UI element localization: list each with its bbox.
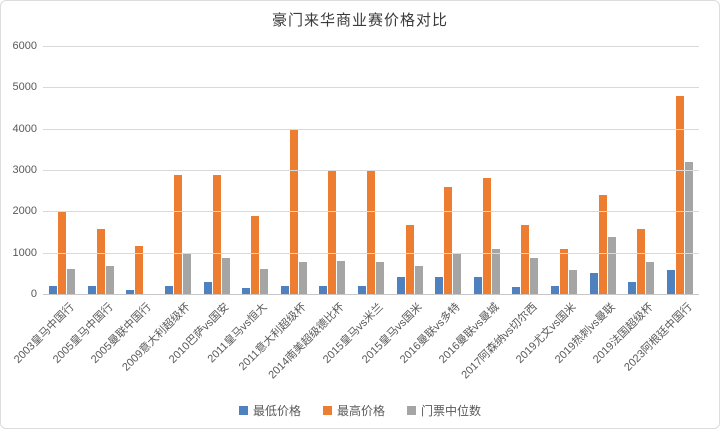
gridline-3000 (43, 170, 699, 171)
bar-最高价格 (135, 246, 144, 294)
bar-group (583, 46, 622, 294)
bar-最高价格 (444, 187, 453, 294)
bar-group (313, 46, 352, 294)
y-tick-label-0: 0 (30, 288, 37, 300)
legend-item: 最高价格 (322, 402, 385, 419)
bar-门票中位数 (67, 269, 76, 294)
bar-最高价格 (675, 96, 684, 294)
bar-门票中位数 (646, 262, 655, 294)
gridline-1000 (43, 252, 699, 254)
bar-最低价格 (87, 286, 96, 294)
y-tick-label-4000: 4000 (12, 122, 37, 135)
bar-最高价格 (637, 229, 646, 294)
bar-group (82, 46, 121, 294)
legend-label: 最低价格 (252, 404, 301, 418)
bar-门票中位数 (221, 258, 230, 294)
legend-label: 最高价格 (336, 404, 385, 418)
legend-label: 门票中位数 (421, 404, 482, 418)
bar-最高价格 (328, 170, 337, 294)
bar-最高价格 (212, 175, 221, 294)
bar-最低价格 (165, 286, 174, 294)
plot-area (43, 46, 700, 295)
legend-item: 最低价格 (238, 402, 301, 419)
bar-group (506, 46, 545, 294)
bar-门票中位数 (491, 249, 500, 294)
y-tick-label-6000: 6000 (12, 40, 37, 52)
bar-最低价格 (358, 286, 367, 294)
bar-门票中位数 (298, 262, 307, 294)
gridline-4000 (43, 128, 699, 130)
bar-最高价格 (482, 178, 491, 294)
bar-门票中位数 (414, 266, 423, 294)
bar-最高价格 (251, 216, 260, 294)
bar-门票中位数 (183, 253, 192, 294)
legend-item: 门票中位数 (407, 402, 481, 419)
x-axis-label: 2023阿根廷中国行 (621, 301, 695, 374)
bar-最高价格 (521, 225, 530, 294)
bar-最低价格 (551, 286, 560, 294)
gridline-0 (43, 294, 699, 295)
y-tick-label-1000: 1000 (12, 246, 37, 259)
bar-门票中位数 (376, 262, 385, 294)
bar-最低价格 (319, 286, 328, 294)
chart-legend: 最低价格 最高价格 门票中位数 (1, 402, 719, 419)
bar-门票中位数 (105, 266, 114, 294)
y-tick-label-3000: 3000 (12, 164, 37, 176)
bar-最低价格 (628, 282, 637, 294)
bar-最低价格 (126, 290, 135, 294)
bar-门票中位数 (569, 270, 578, 294)
gridline-6000 (43, 46, 699, 47)
chart-title: 豪门来华商业赛价格对比 (271, 12, 448, 29)
bar-group (622, 46, 661, 294)
gridline-2000 (43, 211, 699, 213)
bar-最高价格 (560, 249, 569, 294)
bar-group (120, 46, 159, 294)
bar-group (661, 46, 700, 294)
bar-最低价格 (435, 277, 444, 294)
bar-最高价格 (405, 225, 414, 294)
bar-最低价格 (396, 277, 405, 294)
bar-group (429, 46, 468, 294)
bar-最低价格 (49, 286, 58, 294)
bar-group (545, 46, 584, 294)
bar-group (43, 46, 82, 294)
bar-group (352, 46, 391, 294)
y-tick-label-5000: 5000 (12, 81, 37, 94)
bar-门票中位数 (530, 258, 539, 294)
bar-group (468, 46, 507, 294)
bar-最高价格 (58, 211, 67, 294)
bar-最高价格 (96, 229, 105, 294)
bar-最低价格 (589, 273, 598, 294)
bar-门票中位数 (453, 253, 462, 294)
legend-swatch-icon (322, 406, 332, 415)
bar-group (236, 46, 275, 294)
bar-门票中位数 (607, 237, 616, 294)
bar-group (197, 46, 236, 294)
bar-最低价格 (242, 288, 251, 294)
bar-最低价格 (203, 282, 212, 294)
bar-最高价格 (598, 195, 607, 294)
bar-最低价格 (280, 286, 289, 294)
bar-group (390, 46, 429, 294)
bar-最低价格 (512, 287, 521, 294)
legend-swatch-icon (238, 406, 248, 415)
bar-最低价格 (666, 270, 675, 294)
bar-门票中位数 (337, 261, 346, 294)
bar-门票中位数 (260, 269, 269, 294)
bar-group (159, 46, 198, 294)
bar-最低价格 (473, 277, 482, 294)
bar-最高价格 (174, 175, 183, 294)
legend-swatch-icon (407, 406, 416, 415)
bar-最高价格 (367, 170, 376, 294)
gridline-5000 (43, 87, 699, 89)
bar-门票中位数 (684, 162, 693, 294)
y-tick-label-2000: 2000 (12, 205, 37, 218)
